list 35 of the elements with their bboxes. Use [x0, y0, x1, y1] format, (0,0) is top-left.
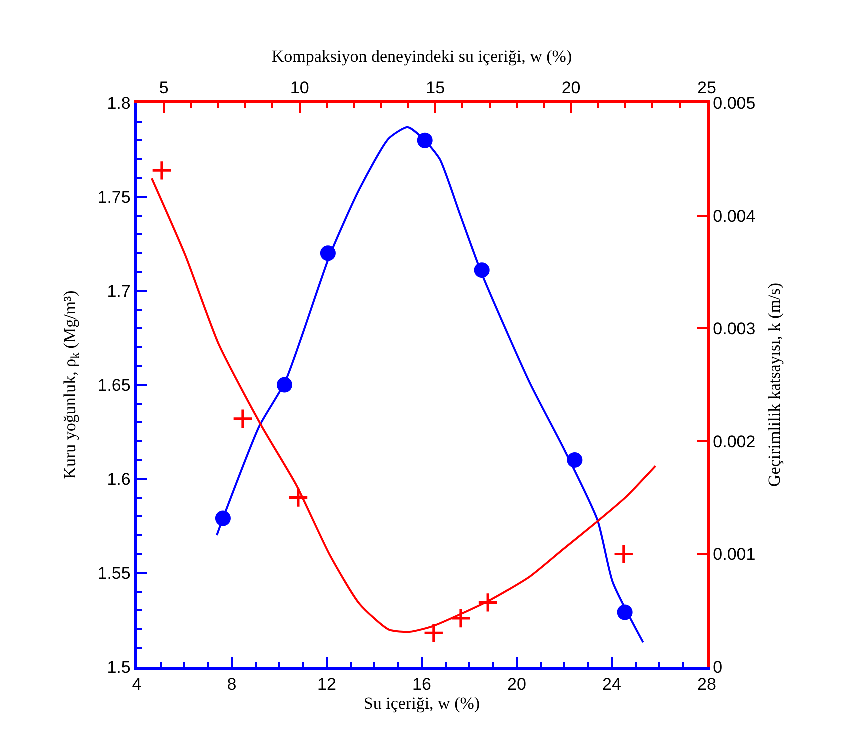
x-tick-label: 8 — [227, 675, 237, 694]
y-tick-label: 1.55 — [98, 564, 131, 583]
x2-tick-label: 20 — [562, 78, 581, 98]
point — [424, 622, 444, 644]
x2-tick-label: 15 — [426, 78, 446, 98]
point — [478, 592, 498, 614]
x2-tick-label: 5 — [159, 78, 169, 98]
y-tick-label: 1.75 — [98, 188, 131, 207]
y2-tick-label: 0.004 — [713, 206, 756, 226]
x-axis-title: Su içeriği, w (%) — [364, 694, 480, 714]
x-tick-label: 24 — [602, 675, 622, 694]
y-tick-label: 1.7 — [107, 282, 131, 301]
y2-tick-label: 0.001 — [713, 545, 756, 564]
point — [567, 452, 583, 468]
y2-tick-label: 0.003 — [713, 320, 756, 339]
point — [288, 487, 309, 508]
y2-axis-title: Geçirimlilik katsayısı, k (m/s) — [765, 283, 784, 487]
x-tick-label: 12 — [318, 675, 336, 694]
x-tick-label: 16 — [412, 675, 432, 694]
y-tick-label: 1.6 — [107, 470, 131, 489]
point — [614, 544, 634, 565]
x2-axis-title: Kompaksiyon deneyindeki su içeriği, w (%) — [272, 47, 572, 66]
point — [232, 408, 254, 430]
line-series — [216, 126, 644, 644]
y2-tick-label: 0.002 — [713, 432, 756, 452]
y-tick-label: 1.65 — [98, 376, 131, 395]
x-tick-label: 20 — [508, 675, 526, 694]
y-tick-label: 1.8 — [107, 94, 131, 113]
point — [152, 160, 172, 182]
y2-tick-label: 0 — [713, 658, 723, 677]
x-tick-label: 4 — [132, 675, 142, 694]
y-tick-label: 1.5 — [107, 658, 131, 677]
x-tick-label: 28 — [698, 675, 716, 694]
point — [450, 608, 472, 629]
x2-tick-label: 10 — [290, 78, 310, 98]
